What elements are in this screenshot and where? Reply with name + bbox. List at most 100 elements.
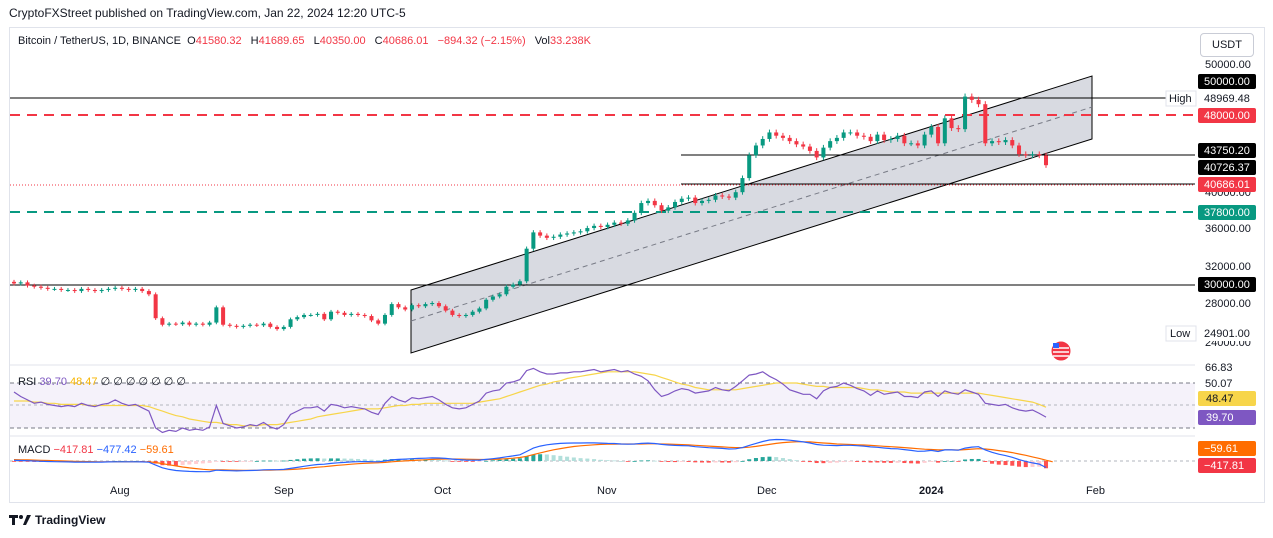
candle-body[interactable] — [956, 128, 961, 130]
candle-body[interactable] — [173, 323, 178, 325]
candle-body[interactable] — [194, 323, 199, 325]
candle-body[interactable] — [592, 225, 597, 229]
candle-body[interactable] — [308, 314, 313, 316]
candle-body[interactable] — [639, 203, 644, 213]
candle-body[interactable] — [949, 118, 954, 129]
candle-body[interactable] — [942, 118, 947, 144]
candle-body[interactable] — [254, 324, 259, 326]
candle-body[interactable] — [342, 312, 347, 315]
candle-body[interactable] — [726, 196, 731, 198]
candle-body[interactable] — [403, 307, 408, 310]
candle-body[interactable] — [214, 307, 219, 323]
candle-body[interactable] — [288, 319, 293, 327]
candle-body[interactable] — [834, 137, 839, 142]
candle-body[interactable] — [713, 195, 718, 200]
candle-body[interactable] — [861, 135, 866, 137]
candle-body[interactable] — [990, 141, 995, 144]
candle-body[interactable] — [996, 141, 1001, 143]
candle-body[interactable] — [659, 205, 664, 211]
candle-body[interactable] — [241, 325, 246, 327]
rsi-line[interactable] — [13, 367, 1047, 434]
candle-body[interactable] — [450, 310, 455, 315]
candle-body[interactable] — [436, 303, 441, 307]
candle-body[interactable] — [322, 313, 327, 320]
macd-signal-line[interactable] — [13, 441, 1053, 471]
candle-body[interactable] — [936, 127, 941, 144]
candle-body[interactable] — [767, 132, 772, 139]
candle-body[interactable] — [531, 232, 536, 249]
candle-body[interactable] — [25, 282, 30, 286]
candle-body[interactable] — [963, 96, 968, 130]
candle-body[interactable] — [855, 132, 860, 136]
candle-body[interactable] — [234, 325, 239, 327]
candle-body[interactable] — [814, 150, 819, 158]
candle-body[interactable] — [430, 303, 435, 305]
candle-body[interactable] — [585, 228, 590, 232]
candle-body[interactable] — [821, 147, 826, 158]
candle-body[interactable] — [126, 288, 131, 290]
candle-body[interactable] — [59, 288, 64, 290]
candle-body[interactable] — [794, 141, 799, 145]
candle-body[interactable] — [200, 323, 205, 325]
candle-body[interactable] — [275, 326, 280, 330]
candle-body[interactable] — [504, 286, 509, 295]
candle-body[interactable] — [706, 199, 711, 201]
candle-body[interactable] — [612, 222, 617, 225]
candle-body[interactable] — [801, 144, 806, 147]
candle-body[interactable] — [679, 198, 684, 202]
candle-body[interactable] — [160, 318, 165, 325]
candle-body[interactable] — [632, 212, 637, 221]
candle-body[interactable] — [470, 311, 475, 315]
candle-body[interactable] — [747, 155, 752, 179]
candle-body[interactable] — [517, 281, 522, 285]
candle-body[interactable] — [875, 134, 880, 142]
candle-body[interactable] — [490, 296, 495, 300]
candle-body[interactable] — [652, 200, 657, 206]
currency-button[interactable]: USDT — [1200, 33, 1254, 57]
candle-body[interactable] — [106, 288, 111, 290]
candle-body[interactable] — [416, 305, 421, 307]
candle-body[interactable] — [787, 137, 792, 142]
candle-body[interactable] — [895, 135, 900, 139]
candle-body[interactable] — [646, 200, 651, 204]
candle-body[interactable] — [463, 314, 468, 317]
candle-body[interactable] — [828, 141, 833, 148]
candle-body[interactable] — [261, 323, 266, 326]
candle-body[interactable] — [248, 324, 253, 326]
candle-body[interactable] — [909, 143, 914, 145]
candle-body[interactable] — [1010, 140, 1015, 146]
candle-body[interactable] — [497, 294, 502, 297]
candle-body[interactable] — [666, 207, 671, 211]
candle-body[interactable] — [376, 320, 381, 324]
candle-body[interactable] — [983, 104, 988, 144]
candle-body[interactable] — [699, 200, 705, 204]
candle-body[interactable] — [281, 326, 286, 330]
candle-body[interactable] — [571, 232, 576, 234]
candle-body[interactable] — [969, 96, 974, 100]
candle-body[interactable] — [477, 308, 482, 312]
candle-body[interactable] — [443, 306, 448, 311]
candle-body[interactable] — [605, 224, 610, 227]
candle-body[interactable] — [32, 285, 37, 287]
candle-body[interactable] — [18, 282, 23, 284]
candle-body[interactable] — [774, 132, 779, 136]
rsi-legend[interactable]: RSI 39.70 48.47 ∅ ∅ ∅ ∅ ∅ ∅ ∅ — [18, 375, 186, 388]
candle-body[interactable] — [902, 135, 907, 144]
candle-body[interactable] — [153, 294, 158, 319]
candle-body[interactable] — [915, 143, 920, 146]
candle-body[interactable] — [1043, 155, 1049, 166]
candle-body[interactable] — [565, 233, 570, 235]
candle-body[interactable] — [221, 307, 226, 325]
candle-body[interactable] — [538, 232, 543, 236]
candle-body[interactable] — [1023, 154, 1028, 156]
candle-body[interactable] — [760, 138, 765, 146]
candle-body[interactable] — [133, 288, 138, 290]
candle-body[interactable] — [544, 235, 549, 238]
candle-body[interactable] — [409, 305, 414, 310]
candle-body[interactable] — [929, 127, 934, 135]
candle-body[interactable] — [619, 222, 624, 224]
candle-body[interactable] — [369, 316, 374, 321]
candle-body[interactable] — [1030, 154, 1035, 156]
candle-body[interactable] — [329, 311, 334, 320]
